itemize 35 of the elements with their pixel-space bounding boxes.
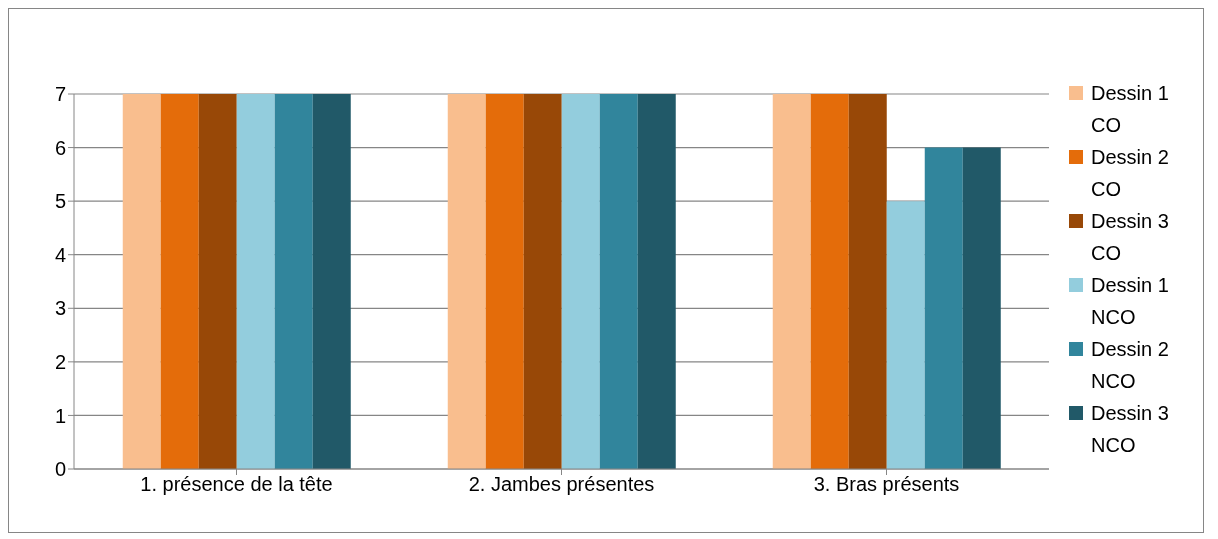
legend-label: Dessin 1 NCO — [1091, 273, 1170, 330]
bar — [772, 94, 811, 469]
legend-label: Dessin 2 CO — [1091, 145, 1170, 202]
bar — [485, 94, 524, 469]
bar — [236, 94, 275, 469]
bar — [848, 94, 887, 469]
bar — [523, 94, 562, 469]
y-tick-label: 0 — [54, 458, 66, 481]
bar — [962, 147, 1001, 469]
bar — [274, 94, 313, 469]
bar — [886, 201, 925, 469]
y-tick-label: 4 — [54, 243, 66, 266]
y-tick-label: 7 — [54, 83, 66, 106]
legend-label: Dessin 3 NCO — [1091, 401, 1170, 458]
bar — [924, 147, 963, 469]
bar — [637, 94, 676, 469]
bar — [561, 94, 600, 469]
bar — [160, 94, 199, 469]
y-tick-label: 5 — [54, 190, 66, 213]
bar — [810, 94, 849, 469]
legend-label: Dessin 1 CO — [1091, 81, 1170, 138]
x-tick-label: 2. Jambes présentes — [468, 473, 655, 496]
bar — [198, 94, 237, 469]
x-tick-label: 3. Bras présents — [813, 473, 960, 496]
bar — [447, 94, 486, 469]
bar — [122, 94, 161, 469]
x-tick-label: 1. présence de la tête — [140, 473, 333, 496]
bar — [312, 94, 351, 469]
y-tick-label: 6 — [54, 136, 66, 159]
y-tick-label: 3 — [54, 297, 66, 320]
y-tick-label: 1 — [54, 404, 66, 427]
y-tick-label: 2 — [54, 350, 66, 373]
legend-label: Dessin 2 NCO — [1091, 337, 1170, 394]
legend-label: Dessin 3 CO — [1091, 209, 1170, 266]
bar — [599, 94, 638, 469]
